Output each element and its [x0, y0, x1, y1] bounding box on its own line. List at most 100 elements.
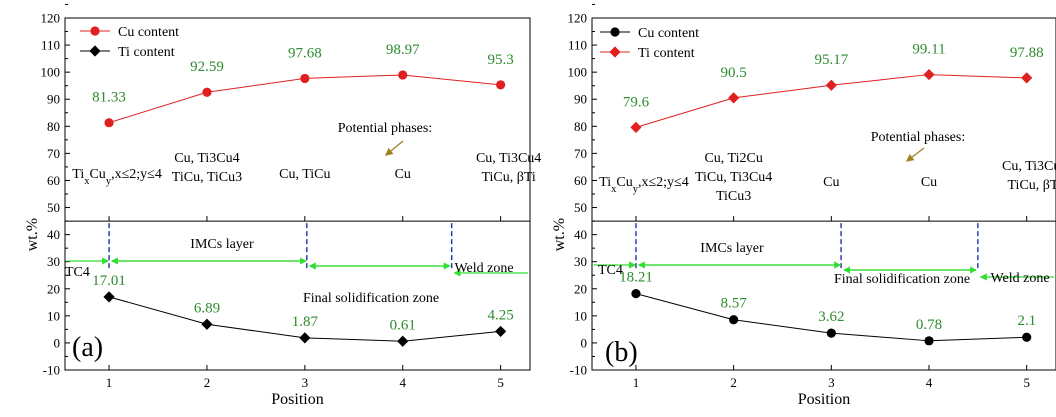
zone-label-final: Final solidification zone: [834, 272, 970, 287]
y-tick-label: -10: [43, 363, 60, 378]
data-label: 97.88: [1010, 45, 1044, 61]
data-label: 1.87: [292, 314, 319, 330]
phase-label: Cu, Ti3Cu4: [1002, 159, 1056, 174]
x-tick-label: 2: [730, 375, 737, 390]
pointer-arrow: [384, 140, 404, 156]
y-tick-label: 0: [54, 335, 61, 350]
zone-label-final: Final solidification zone: [303, 291, 439, 306]
zone-label-imcs: IMCs layer: [700, 241, 764, 256]
data-label: 95.17: [814, 52, 848, 68]
legend-label: Cu content: [118, 25, 179, 40]
legend-label: Ti content: [118, 45, 175, 60]
y-tick-label: 10: [47, 308, 60, 323]
data-point: [729, 315, 739, 325]
data-point: [631, 289, 641, 299]
chart-panel-1: -10 0 10 20 30 40 50 60 70 80 90 100 110 120 1 2 3 4 5 Posi…: [24, 3, 541, 408]
x-axis-label: Position: [271, 391, 323, 408]
y-tick-label: 100: [568, 65, 588, 80]
y-tick-label: 90: [47, 92, 60, 107]
zone-label-imcs: IMCs layer: [190, 237, 254, 252]
legend-marker: [90, 26, 100, 36]
phase-title: Potential phases:: [871, 130, 966, 145]
pointer-arrow: [905, 147, 925, 162]
phase-label: TiCu3: [716, 189, 751, 204]
y-tick-label: 120: [568, 11, 588, 26]
phase-label: TiCu, TiCu3: [172, 170, 242, 185]
legend-marker: [609, 46, 621, 58]
phase-label: TiCu, βTi: [481, 170, 535, 185]
y-tick-label: -10: [570, 363, 587, 378]
data-point: [398, 70, 408, 80]
phase-label: TiCu, Ti3Cu4: [695, 170, 772, 185]
x-tick-label: 4: [926, 375, 933, 390]
y-tick-label: 100: [41, 65, 61, 80]
y-tick-label: 80: [47, 119, 60, 134]
zone-label-weld: Weld zone: [454, 261, 513, 276]
x-tick-label: 2: [204, 375, 211, 390]
legend-label: Cu content: [638, 26, 699, 41]
y-tick-label: 0: [581, 335, 588, 350]
x-tick-label: 4: [399, 375, 406, 390]
data-point: [1021, 72, 1033, 84]
x-axis-label: Position: [798, 391, 850, 408]
legend-marker: [610, 27, 620, 37]
x-tick-label: 3: [302, 375, 309, 390]
data-point: [495, 325, 507, 338]
y-axis-label: wt.%: [24, 218, 41, 251]
data-point: [201, 318, 213, 330]
data-point: [103, 291, 115, 303]
x-tick-label: 5: [497, 375, 504, 390]
panel-label: (b): [605, 337, 638, 368]
legend-marker: [89, 45, 101, 57]
y-tick-label: 90: [574, 92, 587, 107]
data-label: 98.97: [386, 42, 420, 58]
phase-label: Cu: [823, 175, 839, 190]
phase-label: Cu, Ti3Cu4: [174, 151, 239, 166]
data-label: 79.6: [623, 94, 650, 110]
data-label: 0.61: [390, 317, 416, 333]
data-point: [826, 328, 836, 338]
data-label: 2.1: [1017, 313, 1036, 329]
y-tick-label: 50: [574, 200, 587, 215]
data-label: 3.62: [818, 309, 844, 325]
data-label: 17.01: [92, 273, 126, 289]
zone-label-tc4: TC4: [598, 263, 623, 278]
zone-label-weld: Weld zone: [990, 271, 1049, 286]
x-tick-label: 1: [633, 375, 640, 390]
data-point: [825, 79, 837, 91]
chart-panel-2: -10 0 10 20 30 40 50 60 70 80 90 100 110 120 1 2 3 4 5 Posi…: [551, 3, 1056, 408]
phase-label: Cu, Ti2Cu: [704, 151, 762, 166]
phase-label: Cu, Ti3Cu4: [476, 151, 541, 166]
y-tick-label: 40: [47, 227, 60, 242]
y-tick-label: 120: [41, 11, 61, 26]
y-tick-label: 30: [47, 254, 60, 269]
phase-label: TixCuy,x≤2;y≤4: [72, 167, 162, 187]
y-tick-label: 20: [47, 281, 60, 296]
y-tick-label: 60: [574, 173, 587, 188]
y-tick-label: 10: [574, 308, 587, 323]
data-label: 6.89: [194, 300, 220, 316]
data-point: [299, 332, 311, 344]
data-label: 18.21: [619, 270, 653, 286]
data-point: [300, 73, 310, 84]
y-tick-label: 50: [47, 200, 60, 215]
y-tick-label: 70: [47, 146, 60, 161]
phase-title: Potential phases:: [338, 121, 433, 136]
data-label: 95.3: [488, 52, 514, 68]
data-label: 4.25: [488, 307, 514, 323]
data-label: 81.33: [92, 90, 126, 106]
y-tick-label: 60: [47, 173, 60, 188]
phase-label: TiCu, βTi: [1008, 178, 1056, 193]
x-tick-label: 3: [828, 375, 835, 390]
y-tick-label: 110: [568, 38, 587, 53]
y-tick-label: 70: [574, 146, 587, 161]
data-label: 99.11: [912, 42, 945, 58]
legend-label: Ti content: [638, 46, 695, 61]
data-label: 8.57: [721, 296, 748, 312]
data-label: 97.68: [288, 45, 322, 61]
data-point: [1022, 332, 1032, 342]
zone-label-tc4: TC4: [65, 265, 90, 280]
phase-label: Cu: [921, 175, 937, 190]
y-tick-label: 110: [41, 38, 60, 53]
data-point: [924, 336, 934, 346]
